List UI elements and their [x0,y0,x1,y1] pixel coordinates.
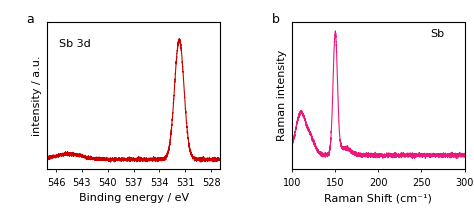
Y-axis label: intensity / a.u.: intensity / a.u. [32,55,42,136]
X-axis label: Binding energy / eV: Binding energy / eV [79,193,189,203]
Y-axis label: Raman intensity: Raman intensity [277,50,287,141]
Text: b: b [272,13,279,26]
Text: a: a [27,13,35,26]
X-axis label: Raman Shift (cm⁻¹): Raman Shift (cm⁻¹) [324,193,432,203]
Text: Sb: Sb [430,29,444,39]
Text: Sb 3d: Sb 3d [59,39,91,49]
